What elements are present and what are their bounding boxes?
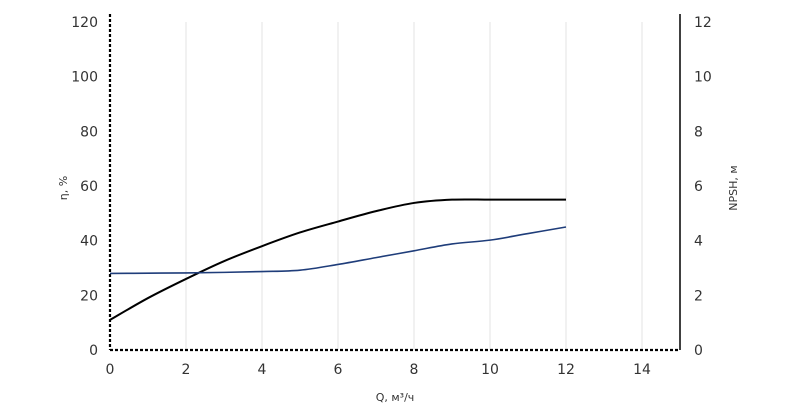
x-axis-title: Q, м³/ч <box>376 391 415 404</box>
axes <box>108 14 681 352</box>
y-left-tick-label: 20 <box>80 288 98 304</box>
y-right-tick-label: 0 <box>694 343 703 359</box>
x-tick-label: 6 <box>334 362 343 378</box>
y-left-tick-label: 40 <box>80 234 98 250</box>
y-right-tick-label: 12 <box>694 15 712 31</box>
y-right-tick-label: 6 <box>694 179 703 195</box>
x-tick-label: 0 <box>106 362 115 378</box>
y-left-tick-label: 100 <box>71 70 98 86</box>
series-lines <box>109 198 567 321</box>
vertical-gridlines <box>185 22 643 350</box>
y-left-tick-label: 0 <box>89 343 98 359</box>
x-tick-label: 12 <box>557 362 575 378</box>
y-right-axis-title: NPSH, м <box>727 165 740 210</box>
y-right-tick-label: 2 <box>694 288 703 304</box>
npsh-curve-line <box>109 226 567 275</box>
y-left-tick-label: 60 <box>80 179 98 195</box>
tick-labels: 0 2 4 6 8 10 12 14 0 20 40 60 80 100 120 0 2 4 6 8 10 12 <box>71 15 712 378</box>
x-tick-label: 8 <box>410 362 419 378</box>
x-tick-label: 10 <box>481 362 499 378</box>
x-tick-label: 2 <box>182 362 191 378</box>
efficiency-curve-line <box>109 198 566 321</box>
x-tick-label: 14 <box>633 362 651 378</box>
y-left-tick-label: 80 <box>80 124 98 140</box>
y-left-axis-title: η, % <box>57 176 70 200</box>
y-right-tick-label: 10 <box>694 70 712 86</box>
x-tick-label: 4 <box>258 362 267 378</box>
y-left-tick-label: 120 <box>71 15 98 31</box>
y-right-tick-label: 8 <box>694 124 703 140</box>
y-right-tick-label: 4 <box>694 234 703 250</box>
